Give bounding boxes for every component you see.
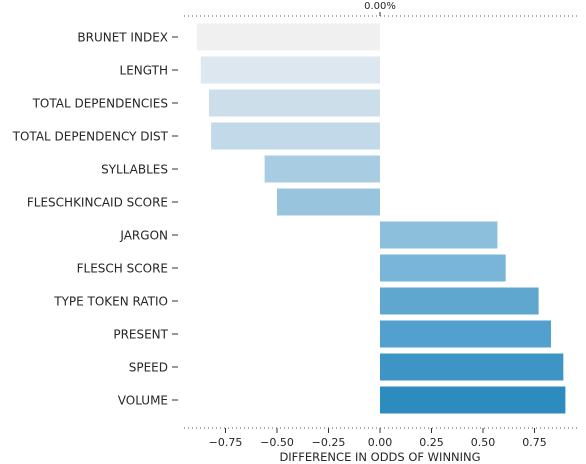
top-axis: -20.00%-10.00%0.00%10.00%20.00% bbox=[184, 1, 580, 17]
bar-brunet-index bbox=[196, 23, 380, 51]
x-tick-label: 0.75 bbox=[522, 436, 547, 449]
x-tick-label: 0.25 bbox=[419, 436, 444, 449]
bar-total-dependency-dist bbox=[211, 122, 380, 150]
category-label: SYLLABLES bbox=[101, 163, 168, 177]
bar-flesch-score bbox=[380, 254, 506, 282]
x-tick-label: 0.50 bbox=[471, 436, 496, 449]
bar-type-token-ratio bbox=[380, 287, 539, 315]
x-tick-label: −0.25 bbox=[312, 436, 346, 449]
top-tick-label: 0.00% bbox=[364, 1, 396, 12]
x-tick-label: −0.50 bbox=[260, 436, 294, 449]
category-label: BRUNET INDEX bbox=[77, 31, 168, 45]
category-label: VOLUME bbox=[118, 394, 168, 408]
bottom-axis: −0.75 −0.50 −0.25 0.00 0.25 0.50 0.75 bbox=[184, 427, 580, 449]
category-label: TOTAL DEPENDENCIES bbox=[32, 97, 168, 111]
category-label: LENGTH bbox=[120, 64, 168, 78]
bar-volume bbox=[380, 386, 566, 414]
category-label: FLESCH SCORE bbox=[77, 262, 168, 276]
category-label: FLESCHKINCAID SCORE bbox=[27, 196, 168, 210]
category-label: SPEED bbox=[129, 361, 168, 375]
bars bbox=[196, 23, 566, 414]
x-tick-label: −0.75 bbox=[209, 436, 243, 449]
x-axis-label: DIFFERENCE IN ODDS OF WINNING bbox=[279, 450, 480, 464]
category-label: TOTAL DEPENDENCY DIST bbox=[12, 130, 169, 144]
category-label: PRESENT bbox=[113, 328, 168, 342]
category-label: TYPE TOKEN RATIO bbox=[53, 295, 168, 309]
bar-speed bbox=[380, 353, 564, 381]
x-tick-label: 0.00 bbox=[368, 436, 393, 449]
bar-syllables bbox=[264, 155, 380, 183]
bar-total-dependencies bbox=[209, 89, 380, 117]
bar-jargon bbox=[380, 221, 498, 249]
bar-present bbox=[380, 320, 551, 348]
bar-length bbox=[200, 56, 380, 84]
category-label: JARGON bbox=[119, 229, 168, 243]
category-labels: BRUNET INDEX LENGTH TOTAL DEPENDENCIES TOTA… bbox=[12, 31, 178, 408]
bar-fleschkincaid-score bbox=[277, 188, 380, 216]
